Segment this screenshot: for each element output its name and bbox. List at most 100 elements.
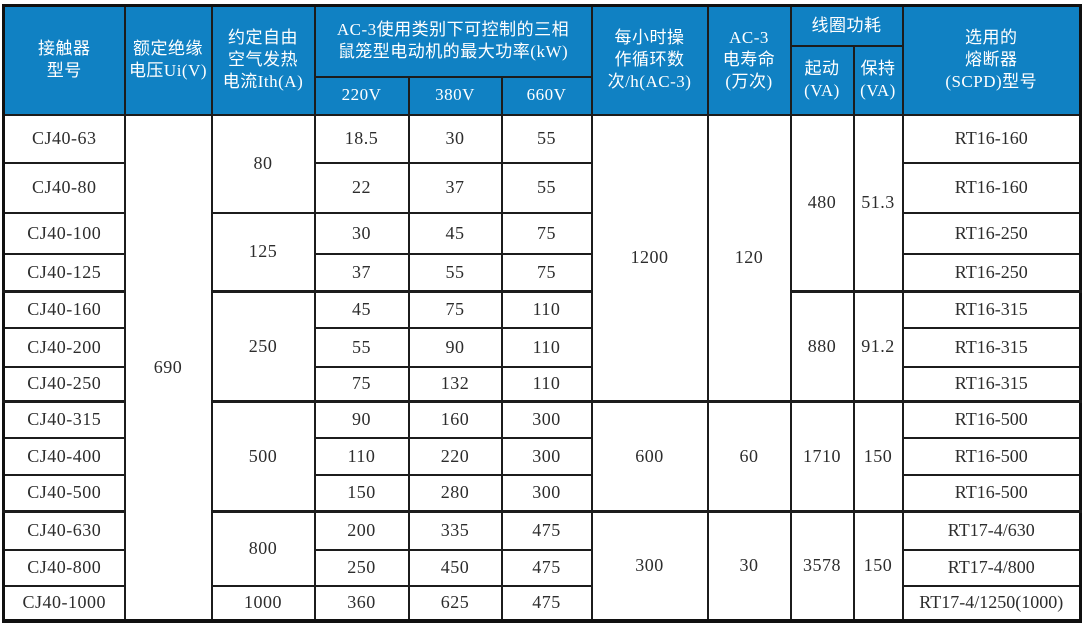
header-ac3-power-group: AC-3使用类别下可控制的三相 鼠笼型电动机的最大功率(kW) [313,4,593,78]
header-cycles: 每小时操 作循环数 次/h(AC-3) [590,4,709,116]
cell-kw-660: 300 [500,473,593,513]
table-row: CJ40-800 250 450 475 RT17-4/800 [2,548,1082,587]
cell-kw-660: 475 [500,510,593,551]
cell-fuse: RT17-4/630 [901,510,1082,551]
cell-kw-660: 55 [500,113,593,164]
cell-kw-660: 110 [500,290,593,329]
cell-life: 120 [706,113,792,403]
cell-fuse: RT17-4/1250(1000) [901,584,1082,622]
table-row: CJ40-250 75 132 110 RT16-315 [2,365,1082,403]
cell-fuse: RT16-160 [901,161,1082,214]
cell-kw-220: 37 [313,252,410,293]
cell-model: CJ40-125 [2,252,126,293]
cell-kw-380: 55 [407,252,503,293]
cell-fuse: RT16-250 [901,252,1082,293]
cell-fuse: RT16-315 [901,365,1082,403]
cell-kw-220: 45 [313,290,410,329]
cell-coil-hold: 51.3 [852,113,904,293]
cell-life: 60 [706,400,792,513]
cell-kw-380: 75 [407,290,503,329]
cell-rated-voltage: 690 [123,113,213,622]
cell-kw-660: 110 [500,326,593,368]
cell-kw-220: 30 [313,211,410,255]
cell-kw-660: 475 [500,584,593,622]
cell-kw-380: 160 [407,400,503,439]
table-row: CJ40-400 110 220 300 RT16-500 [2,436,1082,476]
cell-ith: 125 [210,211,316,293]
cell-kw-660: 110 [500,365,593,403]
cell-model: CJ40-800 [2,548,126,587]
header-ith: 约定自由 空气发热 电流Ith(A) [210,4,316,116]
cell-cycles: 600 [590,400,709,513]
cell-ith: 1000 [210,584,316,622]
cell-ith: 80 [210,113,316,214]
table-row: CJ40-500 150 280 300 RT16-500 [2,473,1082,513]
cell-kw-380: 335 [407,510,503,551]
table-row: CJ40-63 690 80 18.5 30 55 1200 120 480 5… [2,113,1082,622]
cell-fuse: RT16-315 [901,290,1082,329]
cell-model: CJ40-200 [2,326,126,368]
cell-kw-220: 250 [313,548,410,587]
cell-kw-380: 30 [407,113,503,164]
cell-kw-380: 90 [407,326,503,368]
cell-fuse: RT16-160 [901,113,1082,164]
cell-kw-220: 55 [313,326,410,368]
header-model: 接触器 型号 [2,4,126,116]
cell-model: CJ40-63 [2,113,126,164]
header-660v: 660V [500,75,593,116]
cell-kw-660: 75 [500,211,593,255]
cell-life: 30 [706,510,792,622]
cell-model: CJ40-630 [2,510,126,551]
cell-fuse: RT16-250 [901,211,1082,255]
cell-kw-380: 625 [407,584,503,622]
header-life: AC-3 电寿命 (万次) [706,4,792,116]
cell-kw-660: 300 [500,400,593,439]
cell-model: CJ40-400 [2,436,126,476]
cell-kw-380: 280 [407,473,503,513]
cell-kw-220: 150 [313,473,410,513]
cell-coil-hold: 150 [852,400,904,513]
table-row: CJ40-200 55 90 110 RT16-315 [2,326,1082,368]
cell-kw-220: 200 [313,510,410,551]
header-fuse: 选用的 熔断器 (SCPD)型号 [901,4,1082,116]
table-row: CJ40-1000 1000 360 625 475 RT17-4/1250(1… [2,584,1082,622]
cell-ith: 250 [210,290,316,403]
cell-coil-hold: 91.2 [852,290,904,403]
header-coil-group: 线圈功耗 [789,4,904,47]
cell-kw-380: 132 [407,365,503,403]
cell-coil-start: 480 [789,113,855,293]
table-row: CJ40-630 800 200 335 475 300 30 3578 150… [2,510,1082,622]
cell-kw-220: 90 [313,400,410,439]
cell-coil-start: 880 [789,290,855,403]
cell-model: CJ40-250 [2,365,126,403]
cell-cycles: 1200 [590,113,709,403]
cell-model: CJ40-100 [2,211,126,255]
cell-kw-660: 55 [500,161,593,214]
cell-fuse: RT16-500 [901,400,1082,439]
contactor-spec-table: 接触器 型号 额定绝缘 电压Ui(V) 约定自由 空气发热 电流Ith(A) A… [2,4,1082,623]
table-body: CJ40-63 690 80 18.5 30 55 1200 120 480 5… [2,113,1082,622]
header-rated-voltage: 额定绝缘 电压Ui(V) [123,4,213,116]
cell-coil-start: 3578 [789,510,855,622]
table-row: CJ40-100 125 30 45 75 RT16-250 [2,211,1082,293]
cell-kw-380: 45 [407,211,503,255]
header-380v: 380V [407,75,503,116]
cell-kw-220: 360 [313,584,410,622]
cell-kw-380: 220 [407,436,503,476]
table-row: CJ40-160 250 45 75 110 880 91.2 RT16-315 [2,290,1082,403]
cell-kw-220: 110 [313,436,410,476]
table-row: CJ40-125 37 55 75 RT16-250 [2,252,1082,293]
cell-model: CJ40-160 [2,290,126,329]
cell-coil-hold: 150 [852,510,904,622]
header-220v: 220V [313,75,410,116]
cell-fuse: RT16-500 [901,436,1082,476]
cell-kw-220: 22 [313,161,410,214]
cell-model: CJ40-80 [2,161,126,214]
cell-kw-660: 475 [500,548,593,587]
cell-model: CJ40-1000 [2,584,126,622]
cell-kw-380: 450 [407,548,503,587]
cell-kw-220: 18.5 [313,113,410,164]
cell-ith: 500 [210,400,316,513]
table-row: CJ40-315 500 90 160 300 600 60 1710 150 … [2,400,1082,513]
